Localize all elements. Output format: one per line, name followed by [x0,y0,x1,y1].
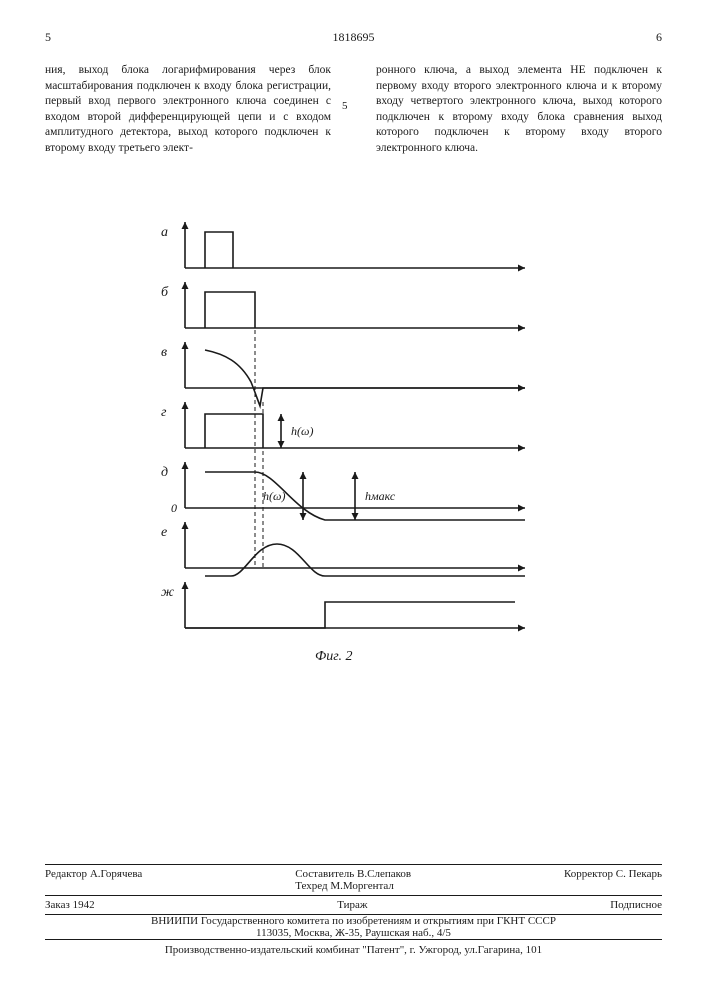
svg-text:в: в [161,345,167,360]
editor-block: Редактор А.Горячева [45,868,142,892]
corrector-block: Корректор С. Пекарь [564,868,662,892]
svg-text:г: г [161,405,167,420]
page-number-right: 6 [656,30,662,45]
editor-label: Редактор [45,868,87,880]
right-column-text: ронного ключа, а выход элемента НЕ подкл… [376,63,662,156]
corrector-name: С. Пекарь [616,868,662,880]
svg-text:е: е [161,525,167,540]
svg-text:д: д [161,465,168,480]
order-block: Заказ 1942 [45,899,95,911]
svg-text:0: 0 [171,501,177,515]
printer-line: Производственно-издательский комбинат "П… [45,944,662,956]
text-columns: ния, выход блока логарифмирования через … [45,63,662,156]
subscription-label: Подписное [610,899,662,911]
tirage-label: Тираж [337,899,367,911]
footer-rule-4 [45,939,662,940]
svg-text:hмакс: hмакс [365,489,396,503]
page-number-left: 5 [45,30,51,45]
techred-name: М.Моргентал [330,880,394,892]
org-line: ВНИИПИ Государственного комитета по изоб… [45,915,662,927]
figure-2: а б в г h(ω) д 0 h(ω) hмакс е ж Фиг. 2 [145,212,545,722]
svg-text:а: а [161,225,168,240]
footer: Редактор А.Горячева Составитель В.Слепак… [45,864,662,956]
compiler-label: Составитель [295,868,354,880]
editor-name: А.Горячева [90,868,143,880]
svg-text:Фиг. 2: Фиг. 2 [315,649,353,664]
compiler-name: В.Слепаков [357,868,411,880]
order-label: Заказ [45,899,70,911]
page: 5 1818695 6 ния, выход блока логарифмиро… [0,0,707,1000]
corrector-label: Корректор [564,868,613,880]
techred-label: Техред [295,880,327,892]
left-column-text: ния, выход блока логарифмирования через … [45,63,331,156]
svg-text:б: б [161,285,169,300]
svg-text:ж: ж [161,585,174,600]
svg-text:h(ω): h(ω) [263,489,285,503]
figure-svg: а б в г h(ω) д 0 h(ω) hмакс е ж Фиг. 2 [145,212,545,722]
order-number: 1942 [73,899,95,911]
middle-block: Составитель В.Слепаков Техред М.Моргента… [295,868,411,892]
address-line: 113035, Москва, Ж-35, Раушская наб., 4/5 [45,927,662,939]
svg-text:h(ω): h(ω) [291,424,313,438]
patent-number: 1818695 [333,30,375,45]
margin-line-number: 5 [342,100,348,112]
header: 5 1818695 6 [45,30,662,45]
